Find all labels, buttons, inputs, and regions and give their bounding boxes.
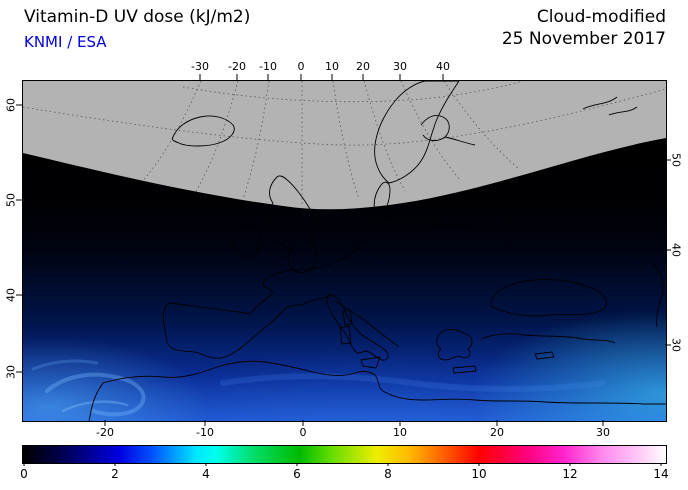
source-credit: KNMI / ESA	[24, 33, 107, 51]
bottom-axis-label: 10	[393, 426, 407, 439]
coastlines	[88, 81, 666, 421]
coast-finland	[444, 136, 476, 146]
coast-turkey-south	[480, 333, 616, 344]
coast-france-iberia	[162, 266, 332, 359]
bottom-axis-label: 0	[299, 426, 307, 439]
colorbar-tick-label: 2	[111, 467, 119, 481]
coast-north-africa	[102, 360, 666, 405]
colorbar-tick-label: 6	[293, 467, 301, 481]
no-data-polar-night-region	[23, 81, 666, 210]
bottom-axis-label: 30	[596, 426, 610, 439]
top-axis-label: 0	[297, 60, 305, 73]
graticule	[23, 81, 666, 207]
coast-denmark	[373, 181, 391, 217]
colorbar-tick-label: 12	[562, 467, 578, 481]
top-axis-label: 10	[325, 60, 339, 73]
colorbar-tick-label: 14	[653, 467, 669, 481]
right-axis-label: 30	[669, 338, 683, 352]
coast-bothnia	[420, 114, 450, 142]
coast-italy	[326, 294, 389, 361]
coast-ireland	[232, 221, 261, 258]
coast-black-sea	[490, 279, 607, 317]
page-title: Vitamin-D UV dose (kJ/m2)	[24, 7, 251, 27]
cloud-swirls	[31, 359, 606, 417]
coast-white-sea	[582, 96, 638, 116]
left-axis-label: 50	[4, 193, 18, 207]
uv-dose-map	[22, 80, 667, 422]
coast-britain	[266, 175, 318, 273]
left-axis-label: 60	[4, 98, 18, 112]
left-axis-label: 40	[4, 288, 18, 302]
coast-scandinavia	[374, 81, 460, 184]
colorbar-tick-label: 4	[202, 467, 210, 481]
coast-morocco-atlantic	[88, 382, 104, 421]
right-axis-label: 50	[669, 153, 683, 167]
bottom-axis-label: 20	[490, 426, 504, 439]
coast-greece	[436, 329, 473, 361]
coast-cyprus	[534, 351, 555, 360]
top-axis-label: 30	[393, 60, 407, 73]
top-axis-label: 40	[436, 60, 450, 73]
top-axis-label: -10	[259, 60, 277, 73]
coast-continent-north	[322, 219, 375, 268]
coast-crete	[452, 365, 477, 374]
coast-sicily	[360, 356, 381, 369]
top-axis-label: -30	[191, 60, 209, 73]
colorbar-tick-label: 8	[384, 467, 392, 481]
bottom-axis-label: -20	[96, 426, 114, 439]
coast-caspian	[650, 262, 664, 328]
coast-iceland	[171, 115, 235, 147]
colorbar-tick-label: 0	[20, 467, 28, 481]
coast-sardinia	[339, 325, 352, 345]
coast-balkan	[334, 300, 400, 348]
bottom-axis-label: -10	[196, 426, 214, 439]
top-axis-label: 20	[356, 60, 370, 73]
date-label: 25 November 2017	[501, 29, 666, 49]
top-axis-label: -20	[228, 60, 246, 73]
colorbar-tick-label: 10	[471, 467, 487, 481]
map-overlay-art	[23, 81, 666, 421]
coast-baltic-south	[382, 216, 502, 234]
right-axis-label: 40	[669, 243, 683, 257]
left-axis-label: 30	[4, 365, 18, 379]
cloud-modifier-label: Cloud-modified	[536, 7, 666, 27]
colorbar-gradient	[22, 445, 667, 464]
